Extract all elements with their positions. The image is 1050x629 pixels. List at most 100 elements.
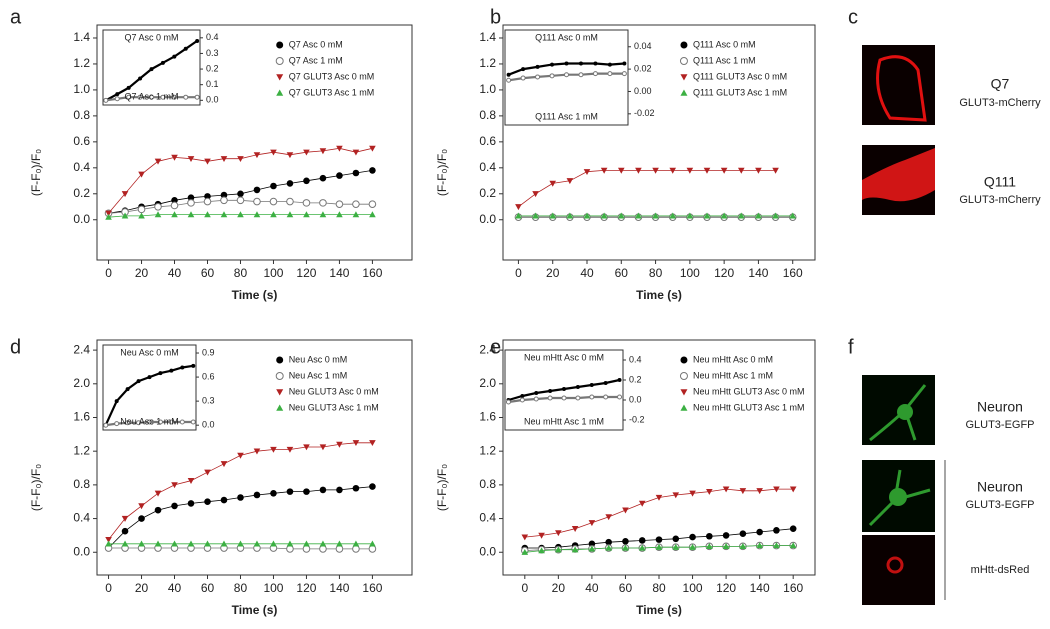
data-point xyxy=(722,532,730,539)
data-point xyxy=(368,545,377,553)
plot-frame xyxy=(96,24,413,261)
data-point xyxy=(171,154,178,161)
data-point xyxy=(105,213,112,220)
data-point xyxy=(689,533,696,541)
data-point xyxy=(286,446,294,453)
x-tick-label: 100 xyxy=(263,266,283,280)
data-point xyxy=(352,484,360,492)
data-point xyxy=(720,212,728,219)
x-axis-label: Time (s) xyxy=(636,288,682,302)
data-point xyxy=(369,440,376,447)
inset-y-tick-label: 0.2 xyxy=(206,63,219,73)
y-tick-label: 2.4 xyxy=(479,342,496,356)
data-point xyxy=(538,547,545,554)
data-point xyxy=(237,452,244,459)
data-point xyxy=(253,448,261,455)
data-point xyxy=(564,61,569,66)
data-point xyxy=(187,500,195,507)
data-point xyxy=(549,73,555,79)
y-tick-label: 1.4 xyxy=(73,30,90,44)
data-point xyxy=(237,494,244,501)
legend-marker xyxy=(276,89,284,96)
data-point xyxy=(203,197,212,206)
data-point xyxy=(187,478,195,484)
data-point xyxy=(789,486,797,493)
legend-marker xyxy=(276,74,284,81)
cell-outline xyxy=(876,55,927,122)
legend-label: Q111 GLUT3 Asc 1 mM xyxy=(693,87,787,97)
panel-letter: d xyxy=(10,336,21,358)
data-point xyxy=(286,488,294,495)
image-label: Neuron xyxy=(977,399,1023,415)
data-point xyxy=(566,178,574,185)
x-tick-label: 20 xyxy=(135,581,149,595)
data-point xyxy=(505,399,511,405)
legend-marker xyxy=(680,89,688,96)
legend-marker xyxy=(680,404,688,411)
legend-marker xyxy=(275,57,284,65)
y-tick-label: 1.0 xyxy=(73,82,90,96)
inset-y-tick-label: 0.2 xyxy=(629,374,642,384)
data-point xyxy=(187,540,195,547)
inset-label: Q7 Asc 1 mM xyxy=(124,91,178,101)
y-axis-label: (F-F₀)/F₀ xyxy=(29,149,43,196)
data-point xyxy=(172,54,177,59)
data-point xyxy=(575,395,581,401)
y-tick-label: 1.2 xyxy=(479,56,496,70)
x-tick-label: 140 xyxy=(750,581,770,595)
inset-y-tick-label: 0.0 xyxy=(206,95,219,105)
x-tick-label: 60 xyxy=(619,581,633,595)
y-tick-label: 1.0 xyxy=(479,82,496,96)
data-point xyxy=(532,212,539,219)
y-tick-label: 0.0 xyxy=(73,544,90,558)
data-point xyxy=(555,546,562,553)
data-point xyxy=(158,371,163,376)
data-point xyxy=(521,67,526,72)
data-point xyxy=(605,544,612,551)
x-tick-label: 120 xyxy=(296,266,316,280)
data-point xyxy=(319,444,327,451)
y-tick-label: 1.2 xyxy=(73,443,90,457)
data-point xyxy=(571,526,579,532)
data-point xyxy=(253,540,261,547)
data-point xyxy=(335,200,344,208)
data-point xyxy=(187,156,195,163)
data-point xyxy=(302,199,311,207)
data-point xyxy=(137,94,143,100)
x-tick-label: 120 xyxy=(716,581,736,595)
x-tick-label: 40 xyxy=(580,266,594,280)
data-point xyxy=(352,440,360,447)
data-point xyxy=(336,211,343,218)
x-tick-label: 160 xyxy=(362,581,382,595)
data-point xyxy=(706,532,713,540)
data-point xyxy=(154,211,162,218)
data-point xyxy=(303,444,310,451)
image-label: Q7 xyxy=(991,76,1010,92)
data-point xyxy=(369,167,376,174)
data-point xyxy=(336,145,343,152)
data-point xyxy=(136,420,142,426)
data-point xyxy=(592,71,598,77)
x-tick-label: 20 xyxy=(552,581,566,595)
data-point xyxy=(555,530,562,537)
data-point xyxy=(270,540,277,547)
inset-y-tick-label: 0.02 xyxy=(634,63,652,73)
data-point xyxy=(105,536,112,543)
data-point xyxy=(755,212,762,219)
y-tick-label: 1.2 xyxy=(73,56,90,70)
data-point xyxy=(686,167,694,174)
legend-label: Q111 Asc 0 mM xyxy=(693,39,756,49)
data-point xyxy=(506,72,511,77)
legend-label: Q7 Asc 0 mM xyxy=(289,39,343,49)
data-point xyxy=(286,540,294,547)
data-point xyxy=(547,395,553,401)
data-point xyxy=(755,167,762,174)
data-point xyxy=(578,72,584,78)
data-point xyxy=(286,211,294,218)
data-point xyxy=(236,196,245,205)
plot-frame xyxy=(502,24,816,261)
data-point xyxy=(195,38,200,43)
data-point xyxy=(756,542,763,549)
image-label: Q111 xyxy=(984,174,1016,190)
data-point xyxy=(534,391,539,395)
